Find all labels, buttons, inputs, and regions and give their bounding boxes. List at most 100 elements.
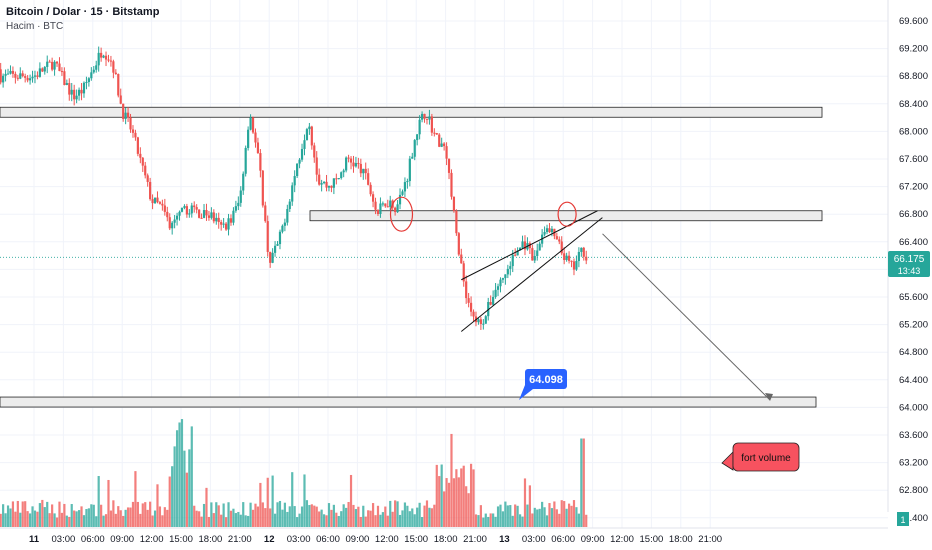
volume-bar [320, 509, 323, 527]
candle-body [119, 95, 122, 104]
volume-bar [403, 502, 407, 527]
price-tick-label: 67.600 [899, 154, 928, 165]
candle-body [259, 153, 262, 171]
candle-body [43, 66, 46, 72]
volume-bar [43, 507, 46, 527]
volume-bar [273, 513, 277, 527]
candle-body [141, 157, 144, 166]
volume-bar [264, 508, 267, 527]
volume-bar [349, 474, 353, 527]
volume-bar [384, 506, 387, 527]
price-tick-label: 63.200 [899, 458, 928, 469]
volume-bar [305, 500, 309, 527]
candle-body [21, 73, 24, 77]
projection-arrow [602, 233, 771, 401]
candle-body [24, 76, 27, 78]
candle-body [364, 168, 367, 174]
candle-body [242, 173, 245, 191]
time-axis: 11 03:00 06:00 09:00 12:00 15:00 18:00 21:00 12 0… [0, 527, 932, 550]
candle-body [256, 142, 260, 154]
candlestick-series [0, 46, 588, 330]
candle-body [117, 74, 120, 96]
candle-body [269, 251, 272, 263]
volume-bar [504, 501, 507, 527]
volume-bar [538, 508, 541, 527]
support-resistance-zones [0, 106, 823, 408]
candle-body [303, 140, 306, 149]
volume-bar [526, 504, 529, 527]
time-tick-label: 12 [264, 534, 275, 545]
candle-body [536, 250, 539, 257]
time-tick-label: 13 [499, 534, 510, 545]
volume-bar [477, 515, 480, 527]
volume-bar [352, 504, 355, 527]
volume-bar [254, 503, 257, 527]
candle-body [450, 172, 453, 197]
candle-body [418, 119, 421, 135]
candle-body [163, 205, 166, 212]
candle-body [229, 218, 233, 223]
candle-body [369, 184, 372, 195]
candle-body [467, 298, 470, 303]
volume-bar [445, 478, 448, 527]
volume-bar [452, 478, 456, 527]
volume-bar [104, 514, 108, 527]
candle-body [413, 140, 416, 157]
volume-bar [161, 515, 164, 527]
candle-body [173, 219, 176, 223]
volume-bar [332, 504, 335, 527]
candle-body [560, 241, 563, 254]
volume-bar [247, 515, 250, 527]
candle-body [577, 251, 580, 262]
current-price-tag: 66.175 13:43 [888, 251, 930, 277]
volume-bar [16, 500, 19, 527]
candle-body [580, 247, 583, 252]
candle-body [550, 228, 554, 233]
volume-bar [178, 422, 181, 527]
candle-body [335, 178, 338, 180]
candle-body [55, 61, 59, 64]
volume-bar [514, 504, 517, 527]
volume-bar [577, 513, 580, 527]
candle-body [4, 73, 7, 76]
volume-bar [251, 509, 255, 527]
candle-body [565, 255, 568, 260]
volume-bar [163, 507, 166, 527]
volume-bar [200, 516, 203, 527]
candle-body [381, 203, 384, 205]
candle-body [87, 78, 90, 83]
price-tick-label: 68.800 [899, 71, 928, 82]
volume-bar [117, 506, 120, 527]
candle-body [266, 221, 269, 252]
volume-bar [281, 509, 284, 527]
candle-body [479, 319, 482, 324]
volume-bar [266, 477, 269, 527]
volume-bar [501, 511, 505, 527]
volume-bar [102, 515, 105, 527]
candle-body [345, 157, 348, 171]
price-tick-label: 69.200 [899, 44, 928, 55]
candle-body [411, 156, 414, 159]
volume-bar [129, 507, 132, 527]
volume-bar [65, 515, 68, 527]
volume-bar [418, 502, 421, 527]
volume-bar [347, 502, 350, 527]
volume-bar [26, 511, 29, 527]
candle-body [359, 163, 362, 174]
price-tick-label: 65.600 [899, 292, 928, 303]
candle-body [90, 72, 93, 79]
candle-body [58, 63, 61, 72]
candle-body [558, 239, 561, 242]
volume-bar [4, 513, 7, 527]
price-tick-label: 63.600 [899, 430, 928, 441]
candle-body [65, 83, 68, 85]
candle-body [340, 172, 343, 179]
candle-body [347, 157, 350, 159]
volume-bar [288, 506, 291, 527]
volume-bar [460, 468, 463, 527]
volume-bar [318, 511, 321, 527]
candle-body [273, 245, 277, 253]
volume-bar [558, 513, 561, 527]
price-tick-label: 68.000 [899, 126, 928, 137]
